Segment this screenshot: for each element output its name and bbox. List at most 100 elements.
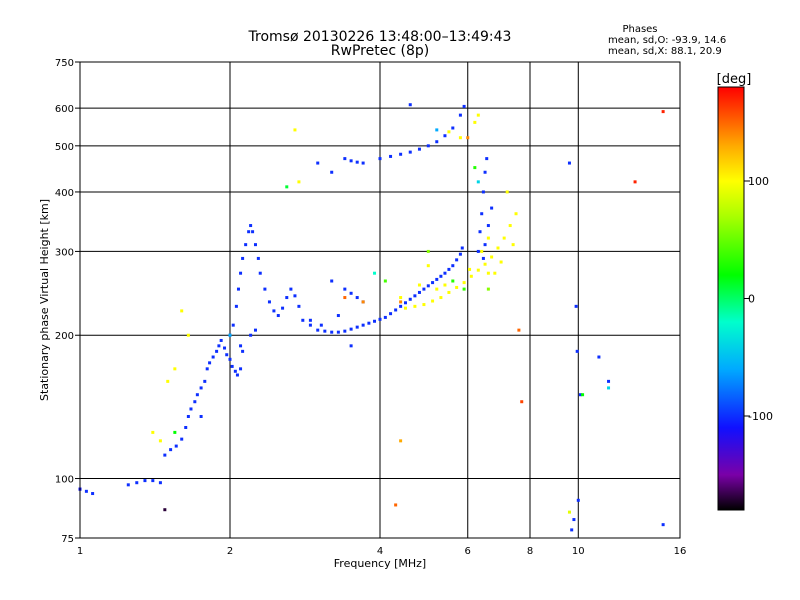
x-tick-label: 2 (227, 546, 233, 557)
data-point (319, 323, 323, 327)
data-point (355, 325, 359, 329)
data-point (373, 319, 377, 323)
data-point (502, 236, 506, 240)
data-point (349, 291, 353, 295)
data-point (285, 185, 289, 189)
data-point (389, 312, 393, 316)
data-point (466, 136, 470, 140)
data-point (408, 103, 412, 107)
data-point (228, 357, 232, 361)
data-point (567, 510, 571, 514)
data-point (228, 333, 232, 337)
data-point (468, 267, 472, 271)
data-point (349, 344, 353, 348)
data-point (308, 323, 312, 327)
data-point (575, 349, 579, 353)
chart-title: Tromsø 20130226 13:48:00–13:49:43 (248, 29, 512, 45)
data-point (439, 274, 443, 278)
data-point (581, 393, 585, 397)
data-point (166, 379, 170, 383)
data-point (336, 314, 340, 318)
data-point (193, 400, 197, 404)
data-point (361, 323, 365, 327)
data-point (462, 281, 466, 285)
data-point (343, 329, 347, 333)
data-point (235, 373, 239, 377)
data-point (597, 355, 601, 359)
colorbar (717, 86, 745, 511)
phases-heading: Phases (622, 24, 657, 35)
data-points (78, 103, 665, 532)
colorbar-tick-label: -100 (748, 410, 773, 423)
data-point (186, 333, 190, 337)
data-point (308, 318, 312, 322)
data-point (394, 308, 398, 312)
data-point (208, 361, 212, 365)
data-point (408, 297, 412, 301)
phases-line-o: mean, sd,O: -93.9, 14.6 (608, 35, 726, 46)
data-point (394, 503, 398, 507)
data-point (490, 206, 494, 210)
data-point (367, 321, 371, 325)
data-point (413, 304, 417, 308)
data-point (413, 294, 417, 298)
data-point (297, 304, 301, 308)
data-point (244, 243, 248, 247)
data-point (399, 296, 403, 300)
x-tick-label: 10 (572, 546, 585, 557)
data-point (499, 260, 503, 264)
data-point (435, 128, 439, 132)
data-point (435, 140, 439, 144)
data-point (417, 290, 421, 294)
data-point (473, 166, 477, 170)
data-point (215, 349, 219, 353)
data-point (633, 180, 637, 184)
data-point (399, 300, 403, 304)
data-point (301, 318, 305, 322)
colorbar-label: [deg] (717, 72, 752, 87)
colorbar-tick-label: 0 (748, 293, 755, 306)
data-point (263, 287, 267, 291)
data-point (476, 180, 480, 184)
data-point (403, 301, 407, 305)
data-point (439, 296, 443, 300)
data-point (572, 518, 576, 522)
data-point (217, 344, 221, 348)
data-point (462, 287, 466, 291)
data-point (258, 271, 262, 275)
x-axis-label: Frequency [MHz] (334, 557, 426, 570)
data-point (158, 481, 162, 485)
data-point (443, 134, 447, 138)
data-point (451, 279, 455, 283)
data-point (476, 268, 480, 272)
data-point (576, 498, 580, 502)
data-point (661, 523, 665, 527)
data-point (249, 224, 253, 228)
data-point (469, 274, 473, 278)
phases-line-x: mean, sd,X: 88.1, 20.9 (608, 46, 722, 57)
data-point (478, 230, 482, 234)
data-point (483, 262, 487, 266)
data-point (316, 328, 320, 332)
data-point (447, 130, 451, 134)
data-point (211, 355, 215, 359)
data-point (158, 439, 162, 443)
data-point (285, 296, 289, 300)
data-point (189, 407, 193, 411)
data-point (323, 329, 327, 333)
data-point (435, 277, 439, 281)
data-point (455, 258, 459, 262)
data-point (520, 400, 524, 404)
x-tick-label: 6 (465, 546, 471, 557)
data-point (435, 287, 439, 291)
data-point (169, 448, 173, 452)
data-point (447, 267, 451, 271)
data-point (486, 287, 490, 291)
data-point (505, 190, 509, 194)
data-point (481, 256, 485, 260)
data-point (195, 393, 199, 397)
data-point (473, 120, 477, 124)
y-axis-label: Stationary phase Virtual Height [km] (38, 199, 51, 401)
data-point (343, 287, 347, 291)
data-point (443, 283, 447, 287)
